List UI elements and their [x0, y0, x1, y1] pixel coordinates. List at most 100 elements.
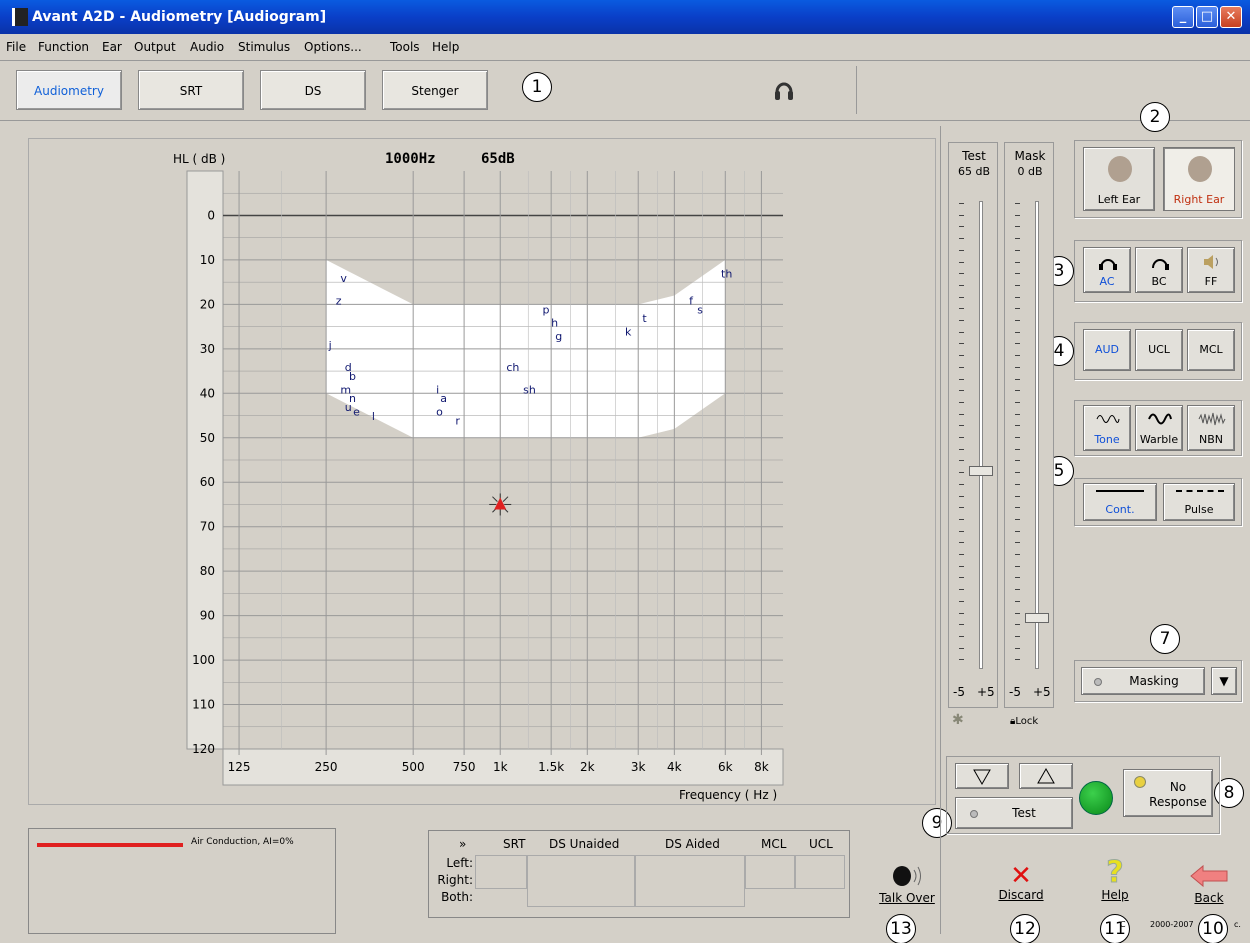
discard-button[interactable]: ✕ Discard: [976, 863, 1066, 902]
slider-tick: [959, 495, 964, 497]
x-tick-label: 1.5k: [538, 760, 564, 774]
cell-ds-aided: [635, 855, 745, 907]
callout-13: 13: [886, 914, 916, 943]
audiogram-panel: HL ( dB ) 1000Hz 65dB Frequency ( Hz ) 0…: [28, 138, 936, 805]
slider-tick: [1015, 437, 1020, 438]
head-left-icon: [1108, 156, 1132, 182]
speaker-icon: [1204, 255, 1218, 269]
minimize-button[interactable]: _: [1172, 6, 1194, 28]
test-slider-thumb[interactable]: [969, 466, 993, 476]
y-tick-label: 50: [200, 431, 215, 445]
slider-tick: [1015, 600, 1020, 602]
talk-over-button[interactable]: Talk Over: [862, 864, 952, 905]
right-ear-button[interactable]: Right Ear: [1163, 147, 1235, 211]
back-button[interactable]: Back: [1164, 864, 1250, 905]
close-button[interactable]: ✕: [1220, 6, 1242, 28]
slider-tick: [1015, 366, 1020, 368]
mask-step-plus[interactable]: +5: [1033, 685, 1051, 699]
slider-tick: [1015, 378, 1020, 380]
slider-tick: [959, 612, 964, 614]
menu-tools[interactable]: Tools: [390, 40, 420, 54]
slider-tick: [1015, 554, 1020, 555]
menu-stimulus[interactable]: Stimulus: [238, 40, 291, 54]
phoneme-label: d: [345, 361, 352, 374]
tab-srt[interactable]: SRT: [138, 70, 244, 110]
menu-bar: File Function Ear Output Audio Stimulus …: [0, 36, 1250, 58]
audiogram-chart[interactable]: HL ( dB ) 1000Hz 65dB Frequency ( Hz ) 0…: [29, 139, 935, 804]
mcl-button[interactable]: MCL: [1187, 329, 1235, 371]
slider-tick: [959, 565, 964, 567]
row-left-label: Left:: [446, 856, 473, 870]
aud-button[interactable]: AUD: [1083, 329, 1131, 371]
table-expand-button[interactable]: »: [459, 837, 467, 851]
menu-ear[interactable]: Ear: [102, 40, 122, 54]
tone-button[interactable]: Tone: [1083, 405, 1131, 451]
slider-tick: [959, 343, 964, 345]
test-step-plus[interactable]: +5: [977, 685, 995, 699]
headphones-icon: [1099, 259, 1117, 270]
window-title: Avant A2D - Audiometry [Audiogram]: [32, 9, 327, 25]
legend-line-swatch: [37, 843, 183, 847]
tab-audiometry[interactable]: Audiometry: [16, 70, 122, 110]
phoneme-label: ch: [506, 361, 519, 374]
slider-tick: [959, 308, 964, 310]
mask-slider-track[interactable]: [1035, 201, 1039, 669]
test-slider-track[interactable]: [979, 201, 983, 669]
warble-wave-icon: [1148, 413, 1172, 425]
slider-tick: [959, 659, 964, 661]
slider-tick: [1015, 331, 1020, 333]
help-button[interactable]: ? Help: [1070, 857, 1160, 902]
bc-button[interactable]: BC: [1135, 247, 1183, 293]
mask-step-minus[interactable]: -5: [1009, 685, 1021, 699]
slider-tick: [959, 203, 964, 204]
no-response-button[interactable]: No Response: [1123, 769, 1213, 817]
menu-output[interactable]: Output: [134, 40, 176, 54]
menu-options[interactable]: Options...: [304, 40, 362, 54]
mask-slider-thumb[interactable]: [1025, 612, 1049, 623]
maximize-button[interactable]: □: [1196, 6, 1218, 28]
slider-tick: [959, 448, 964, 450]
ff-button[interactable]: FF: [1187, 247, 1235, 293]
slider-tick: [959, 226, 964, 228]
phoneme-label: r: [455, 414, 460, 427]
menu-file[interactable]: File: [6, 40, 27, 54]
mute-speaker-icon[interactable]: ✱: [952, 712, 964, 728]
menu-audio[interactable]: Audio: [190, 40, 225, 54]
test-present-button[interactable]: Test: [955, 797, 1073, 829]
tab-ds[interactable]: DS: [260, 70, 366, 110]
masking-button[interactable]: Masking: [1081, 667, 1205, 695]
warble-button[interactable]: Warble: [1135, 405, 1183, 451]
test-step-minus[interactable]: -5: [953, 685, 965, 699]
tab-stenger[interactable]: Stenger: [382, 70, 488, 110]
ucl-button[interactable]: UCL: [1135, 329, 1183, 371]
ac-button[interactable]: AC: [1083, 247, 1131, 293]
slider-tick: [959, 530, 964, 532]
nbn-button[interactable]: NBN: [1187, 405, 1235, 451]
warble-label: Warble: [1139, 433, 1179, 446]
lock-toggle[interactable]: 🔒︎Lock: [1010, 716, 1038, 727]
slider-tick: [959, 624, 964, 626]
headset-icon[interactable]: [774, 78, 794, 102]
masking-dropdown-button[interactable]: ▼: [1211, 667, 1237, 695]
left-ear-button[interactable]: Left Ear: [1083, 147, 1155, 211]
slider-tick: [1015, 589, 1020, 591]
slider-tick: [1015, 460, 1020, 462]
level-up-button[interactable]: [1019, 763, 1073, 789]
talk-over-icon: [893, 866, 921, 886]
aud-label: AUD: [1094, 343, 1120, 356]
y-tick-label: 20: [200, 297, 215, 311]
pulse-line-icon: [1176, 490, 1224, 492]
continuous-button[interactable]: Cont.: [1083, 483, 1157, 521]
menu-help[interactable]: Help: [432, 40, 460, 54]
no-response-label: No Response: [1149, 780, 1207, 809]
slider-tick: [959, 366, 964, 368]
slider-tick: [1015, 203, 1020, 204]
x-tick-label: 500: [402, 760, 425, 774]
nbn-label: NBN: [1198, 433, 1223, 446]
slider-tick: [1015, 659, 1020, 661]
menu-function[interactable]: Function: [38, 40, 90, 54]
noise-icon: [1198, 412, 1226, 426]
y-tick-label: 0: [207, 208, 215, 222]
level-down-button[interactable]: [955, 763, 1009, 789]
pulse-button[interactable]: Pulse: [1163, 483, 1235, 521]
